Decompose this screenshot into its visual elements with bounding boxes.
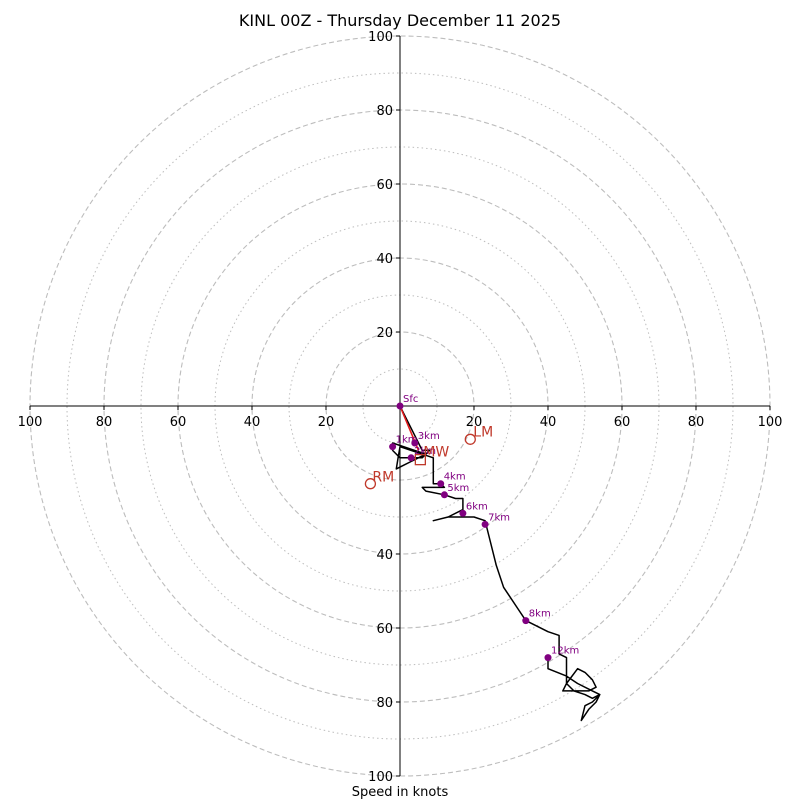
hodograph-trace: [391, 405, 601, 722]
height-point-8km: [522, 617, 530, 625]
height-point-Sfc: [396, 402, 404, 410]
x-tick-label: 100: [18, 415, 43, 430]
axis-ticks: 100 80 60 40 20 20 40 60 80 100 100 80 60 40 20 40 60 80 1…: [18, 30, 783, 785]
height-label-7km: 7km: [488, 512, 510, 523]
chart-title: KINL 00Z - Thursday December 11 2025: [239, 11, 561, 30]
height-point-12km: [544, 654, 552, 662]
height-label-12km: 12km: [551, 646, 579, 657]
storm-motion-markers: LM RM MW: [364, 424, 493, 490]
height-label-6km: 6km: [466, 501, 488, 512]
x-tick-label: 100: [758, 415, 783, 430]
storm-marker-MW: [414, 453, 427, 466]
height-point-6km: [459, 509, 467, 517]
y-tick-label: 60: [376, 178, 393, 193]
height-label-4km: 4km: [444, 472, 466, 483]
storm-marker-LM: [464, 433, 476, 445]
y-tick-label: 60: [376, 622, 393, 637]
x-tick-label: 80: [688, 415, 705, 430]
height-point-2km: [407, 454, 415, 462]
x-tick-label: 20: [466, 415, 483, 430]
x-tick-label: 80: [96, 415, 113, 430]
storm-label-RM: RM: [372, 470, 394, 486]
height-label-8km: 8km: [529, 609, 551, 620]
storm-label-LM: LM: [473, 424, 493, 440]
storm-marker-RM: [364, 478, 377, 490]
height-label-5km: 5km: [447, 483, 469, 494]
x-tick-label: 40: [244, 415, 261, 430]
wind-profile-line: [391, 405, 601, 722]
height-label-Sfc: Sfc: [403, 394, 418, 405]
height-point-4km: [437, 480, 445, 488]
height-point-3km: [411, 439, 419, 447]
y-tick-label: 40: [376, 252, 393, 267]
x-tick-label: 20: [318, 415, 335, 430]
x-tick-label: 40: [540, 415, 557, 430]
y-tick-label: 80: [376, 696, 393, 711]
x-tick-label: 60: [170, 415, 187, 430]
height-point-7km: [481, 520, 489, 528]
height-point-5km: [440, 491, 448, 499]
y-tick-label: 20: [376, 326, 393, 341]
height-point-1km: [389, 443, 397, 451]
x-axis-label: Speed in knots: [352, 785, 449, 800]
y-tick-label: 100: [368, 770, 393, 785]
height-label-1km: 1km: [396, 435, 418, 446]
height-label-2km: 2km: [414, 446, 436, 457]
height-label-3km: 3km: [418, 431, 440, 442]
y-tick-label: 80: [376, 104, 393, 119]
storm-label-MW: MW: [423, 445, 449, 461]
x-tick-label: 60: [614, 415, 631, 430]
y-tick-label: 100: [368, 30, 393, 45]
y-tick-label: 40: [376, 548, 393, 563]
